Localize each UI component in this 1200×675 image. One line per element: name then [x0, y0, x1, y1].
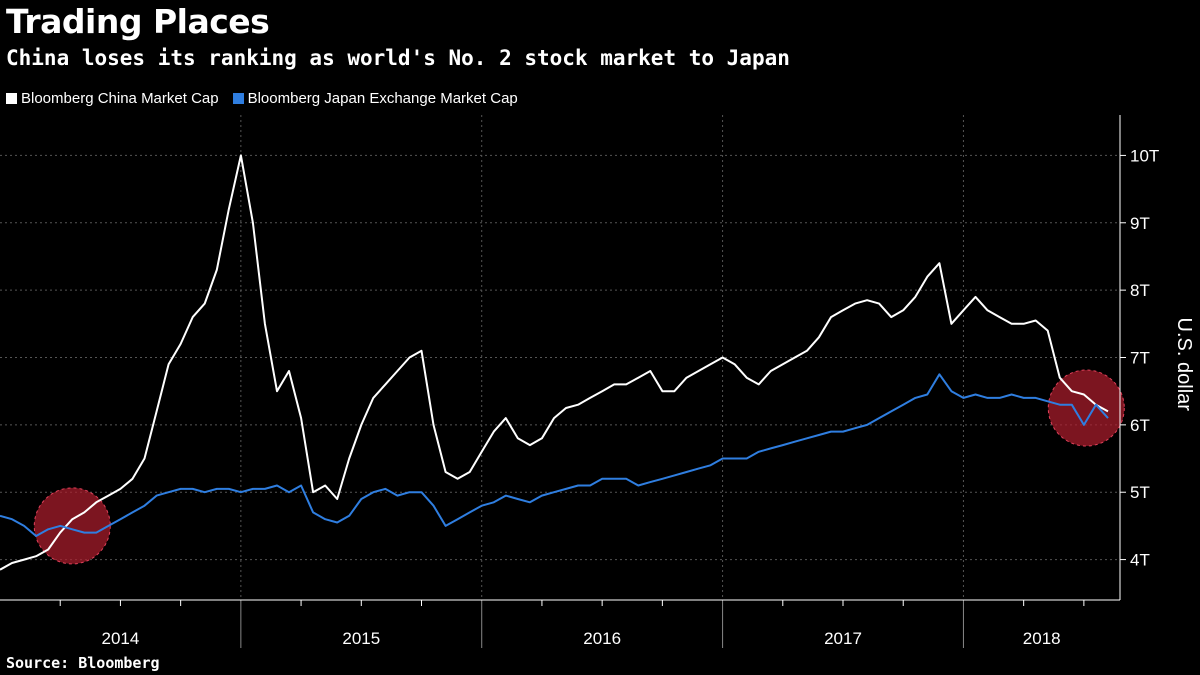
legend-item-china: Bloomberg China Market Cap [6, 90, 219, 107]
x-tick-label: 2016 [583, 629, 621, 648]
highlight-circle [33, 487, 111, 565]
y-tick-label: 6T [1130, 416, 1150, 435]
legend-label-china: Bloomberg China Market Cap [21, 90, 219, 107]
y-tick-label: 9T [1130, 214, 1150, 233]
legend-label-japan: Bloomberg Japan Exchange Market Cap [247, 90, 518, 107]
series-lines [0, 154, 1109, 571]
y-tick-label: 7T [1130, 349, 1150, 368]
japan-series-line [0, 373, 1109, 537]
y-tick-label: 8T [1130, 281, 1150, 300]
x-tick-label: 2017 [824, 629, 862, 648]
legend-swatch-japan [232, 93, 244, 104]
chart-title: Trading Places [6, 2, 270, 41]
y-tick-label: 5T [1130, 483, 1150, 502]
x-tick-label: 2015 [342, 629, 380, 648]
source-note: Source: Bloomberg [6, 654, 160, 672]
annotations [33, 369, 1125, 565]
y-axis-title: U.S. dollar [1173, 318, 1195, 412]
china-series-line [0, 154, 1109, 571]
x-tick-label: 2014 [102, 629, 140, 648]
y-tick-label: 10T [1130, 146, 1159, 165]
x-tick-label: 2018 [1023, 629, 1061, 648]
chart-subtitle: China loses its ranking as world's No. 2… [6, 46, 790, 70]
highlight-circle [1047, 369, 1125, 447]
axes: 4T 5T 6T 7T 8T 9T 10T 2014 2015 2016 2017 2018 U.S. … [0, 115, 1195, 648]
legend-item-japan: Bloomberg Japan Exchange Market Cap [232, 90, 518, 107]
y-tick-label: 4T [1130, 551, 1150, 570]
legend: Bloomberg China Market Cap Bloomberg Jap… [6, 90, 518, 107]
grid [0, 115, 1120, 600]
legend-swatch-china [6, 93, 17, 104]
